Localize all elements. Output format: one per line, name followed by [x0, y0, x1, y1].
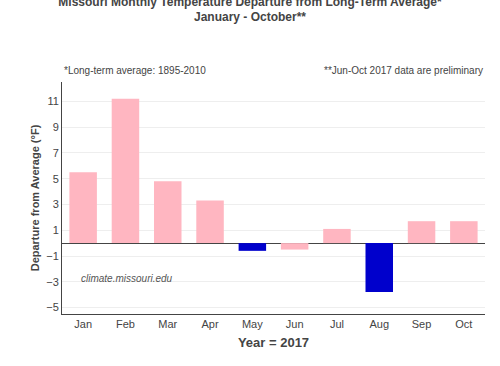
- svg-text:Apr: Apr: [201, 318, 218, 330]
- svg-text:Sep: Sep: [412, 318, 432, 330]
- svg-text:Aug: Aug: [369, 318, 389, 330]
- svg-text:Year = 2017: Year = 2017: [238, 335, 309, 350]
- svg-text:Jul: Jul: [330, 318, 344, 330]
- svg-text:Mar: Mar: [158, 318, 177, 330]
- svg-text:5: 5: [53, 173, 59, 185]
- svg-text:Jun: Jun: [286, 318, 304, 330]
- svg-text:Feb: Feb: [116, 318, 135, 330]
- svg-text:Oct: Oct: [455, 318, 472, 330]
- svg-text:**Jun-Oct 2017 data are prelim: **Jun-Oct 2017 data are preliminary: [324, 65, 483, 76]
- svg-text:7: 7: [53, 147, 59, 159]
- svg-text:−5: −5: [46, 301, 59, 313]
- svg-text:3: 3: [53, 198, 59, 210]
- svg-text:11: 11: [47, 95, 58, 107]
- svg-text:9: 9: [53, 121, 59, 133]
- svg-text:climate.missouri.edu: climate.missouri.edu: [81, 273, 173, 284]
- svg-text:*Long-term average: 1895-2010: *Long-term average: 1895-2010: [64, 65, 206, 76]
- svg-text:Jan: Jan: [74, 318, 92, 330]
- svg-text:1: 1: [53, 224, 59, 236]
- svg-text:−3: −3: [46, 276, 59, 288]
- svg-text:May: May: [242, 318, 263, 330]
- svg-text:Missouri Monthly Temperature D: Missouri Monthly Temperature Departure f…: [58, 0, 442, 24]
- svg-text:−1: −1: [46, 250, 59, 262]
- svg-text:Departure from Average (°F): Departure from Average (°F): [29, 124, 41, 271]
